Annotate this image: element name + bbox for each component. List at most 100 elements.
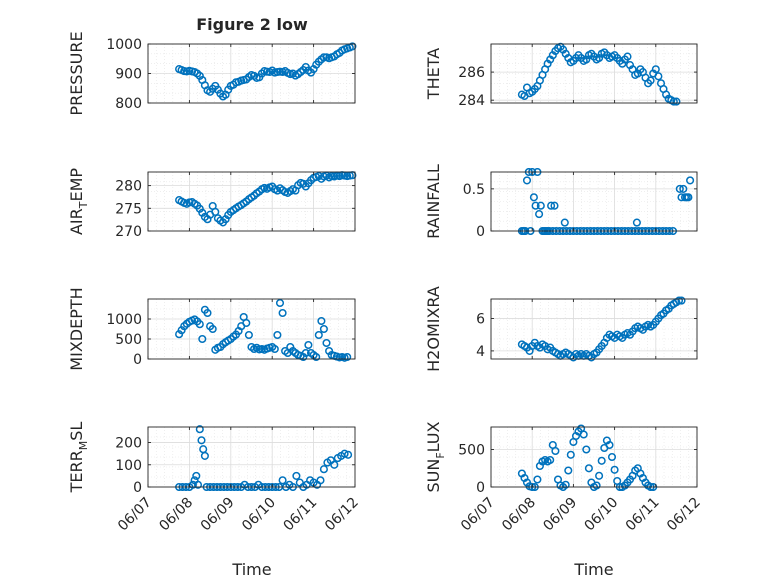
data-point [275, 298, 285, 308]
subplot-h2omixra: 4 6 H2OMIXRA [424, 286, 698, 372]
data-point [192, 471, 201, 480]
data-point [595, 471, 604, 480]
y-axis-label: SUNFLUX [424, 421, 447, 492]
data-point [197, 436, 206, 445]
data-point [564, 466, 573, 475]
data-point [195, 425, 204, 434]
data-point [330, 460, 339, 469]
data-point [684, 193, 693, 202]
data-point [607, 452, 617, 462]
data-point [677, 296, 686, 305]
data-point [669, 97, 678, 106]
data-point [560, 218, 569, 227]
data-point [536, 201, 545, 210]
data-point [319, 53, 328, 62]
subplot-theta: 284 286 THETA [424, 42, 698, 109]
figure-title: Figure 2 low [196, 15, 308, 34]
y-tick-label: 6 [476, 311, 485, 327]
data-point [623, 52, 632, 61]
y-axis-label: H2OMIXRA [424, 286, 443, 372]
y-tick-label: 1000 [106, 37, 142, 53]
data-point [522, 176, 532, 185]
data-point [319, 465, 328, 474]
x-tick-label: 06/07 [115, 495, 155, 535]
y-tick-label: 900 [115, 67, 142, 83]
x-tick-label: 06/07 [458, 495, 498, 535]
data-point [317, 316, 326, 326]
data-point [292, 471, 301, 480]
y-tick-label: 286 [458, 65, 485, 81]
y-tick-label: 0.5 [463, 182, 485, 198]
data-point [348, 42, 357, 51]
x-axis-title-left: Time [231, 560, 271, 579]
y-tick-label: 200 [115, 436, 142, 452]
data-point [679, 184, 688, 193]
data-point [278, 308, 287, 318]
x-axis-title-right: Time [573, 560, 613, 579]
subplot-sun_flux: 06/07 06/08 06/09 06/10 06/11 06/12 0 500 SUNFLU… [424, 421, 704, 534]
y-tick-label: 275 [115, 201, 142, 217]
data-point [547, 201, 556, 210]
axes-frame [147, 171, 356, 232]
axes-frame [147, 298, 356, 360]
subplot-mixdepth: 0 500 1000 MIXDEPTH [67, 287, 356, 371]
data-point [340, 449, 349, 458]
axes-frame [490, 298, 698, 360]
series-mixdepth [175, 298, 352, 362]
y-tick-label: 0 [133, 352, 142, 368]
y-tick-label: 280 [115, 179, 142, 195]
data-point [322, 338, 331, 348]
data-point [244, 330, 253, 340]
x-tick-label: 06/12 [322, 495, 362, 535]
data-point [319, 324, 328, 334]
series-pressure [175, 42, 357, 101]
data-point [198, 334, 207, 344]
x-tick-label: 06/09 [198, 495, 238, 535]
x-tick-label: 06/10 [239, 495, 279, 535]
data-point [304, 340, 313, 350]
data-point [592, 481, 601, 490]
axes-frame [490, 171, 698, 232]
data-point [531, 201, 540, 210]
y-tick-label: 500 [115, 332, 142, 348]
data-point [535, 210, 544, 219]
data-point [529, 193, 538, 202]
data-point [579, 430, 588, 439]
subplot-pressure: 800 900 1000 PRESSURE [67, 31, 357, 116]
y-tick-label: 4 [476, 344, 485, 360]
data-point [343, 352, 352, 362]
x-tick-label: 06/09 [540, 495, 580, 535]
y-tick-label: 800 [115, 96, 142, 112]
data-point [584, 464, 593, 473]
data-point [533, 475, 542, 484]
data-point [675, 184, 684, 193]
y-tick-label: 284 [458, 93, 485, 109]
y-tick-label: 0 [476, 480, 485, 496]
y-axis-label: TERRMSL [67, 422, 90, 494]
y-tick-label: 1000 [106, 312, 142, 328]
data-point [278, 476, 287, 485]
axes-frame [490, 426, 698, 488]
y-tick-label: 0 [133, 480, 142, 496]
data-point [582, 445, 591, 454]
data-point [344, 450, 353, 459]
series-h2omixra [517, 296, 686, 362]
series-air_temp [175, 171, 357, 227]
axes-frame [490, 43, 698, 104]
data-point [674, 296, 684, 305]
data-point [610, 465, 619, 474]
axes-background [148, 427, 355, 487]
data-point [301, 348, 310, 358]
data-point [273, 330, 282, 340]
data-point [605, 440, 614, 450]
x-tick-label: 06/11 [281, 495, 321, 535]
data-point [561, 480, 570, 489]
data-point [200, 451, 209, 460]
axes-frame [147, 426, 356, 488]
x-tick-label: 06/11 [623, 495, 663, 535]
data-point [316, 476, 325, 485]
y-axis-label: MIXDEPTH [67, 287, 86, 370]
y-tick-label: 100 [115, 458, 142, 474]
subplot-rainfall: 0 0.5 RAINFALL [424, 164, 698, 240]
